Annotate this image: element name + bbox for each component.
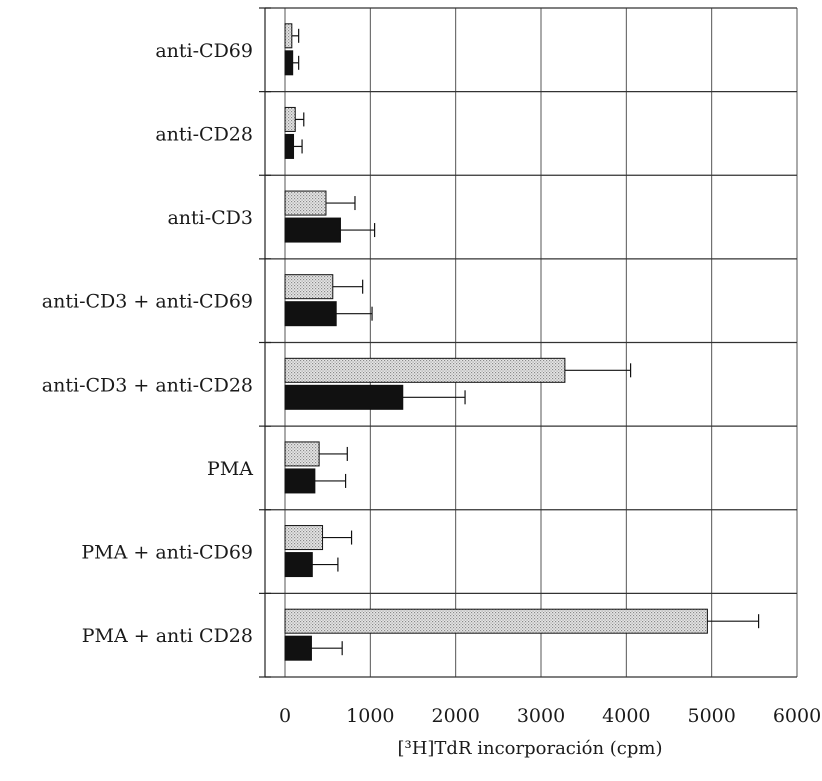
bar-dotted — [284, 23, 293, 49]
bar-dotted — [284, 106, 296, 132]
category-label: anti-CD28 — [155, 123, 253, 145]
bar-solid — [284, 384, 404, 410]
bar-dotted — [284, 441, 320, 467]
bar-dotted — [284, 357, 566, 383]
grid-lines — [259, 7, 798, 678]
category-label: PMA — [207, 458, 253, 480]
bar-solid — [284, 552, 313, 578]
x-tick-label: 0 — [279, 705, 291, 727]
bar-solid — [284, 50, 294, 76]
x-tick-label: 2000 — [431, 705, 479, 727]
bar-solid — [284, 635, 312, 661]
bar-solid — [284, 468, 316, 494]
x-tick-label: 3000 — [517, 705, 565, 727]
bar-dotted — [284, 190, 327, 216]
bar-solid — [284, 301, 337, 327]
bar-solid — [284, 217, 341, 243]
category-label: PMA + anti CD28 — [82, 625, 253, 647]
category-label: anti-CD3 — [167, 207, 253, 229]
x-tick-label: 6000 — [773, 705, 821, 727]
x-tick-label: 5000 — [687, 705, 735, 727]
bar-dotted — [284, 525, 324, 551]
category-label: anti-CD69 — [155, 40, 253, 62]
x-tick-labels: 0 1000 2000 3000 4000 5000 6000 — [279, 705, 821, 727]
category-label: anti-CD3 + anti-CD69 — [42, 291, 253, 313]
bar-dotted — [284, 274, 334, 300]
x-tick-label: 1000 — [346, 705, 394, 727]
bar-dotted — [284, 608, 708, 634]
bars-layer — [284, 23, 760, 661]
x-axis-title: [³H]TdR incorporación (cpm) — [397, 738, 663, 759]
category-label: anti-CD3 + anti-CD28 — [42, 374, 253, 396]
category-label: PMA + anti-CD69 — [81, 542, 253, 564]
category-labels: anti-CD69 anti-CD28 anti-CD3 anti-CD3 + ant… — [42, 40, 253, 647]
bar-solid — [284, 133, 295, 159]
x-tick-label: 4000 — [602, 705, 650, 727]
